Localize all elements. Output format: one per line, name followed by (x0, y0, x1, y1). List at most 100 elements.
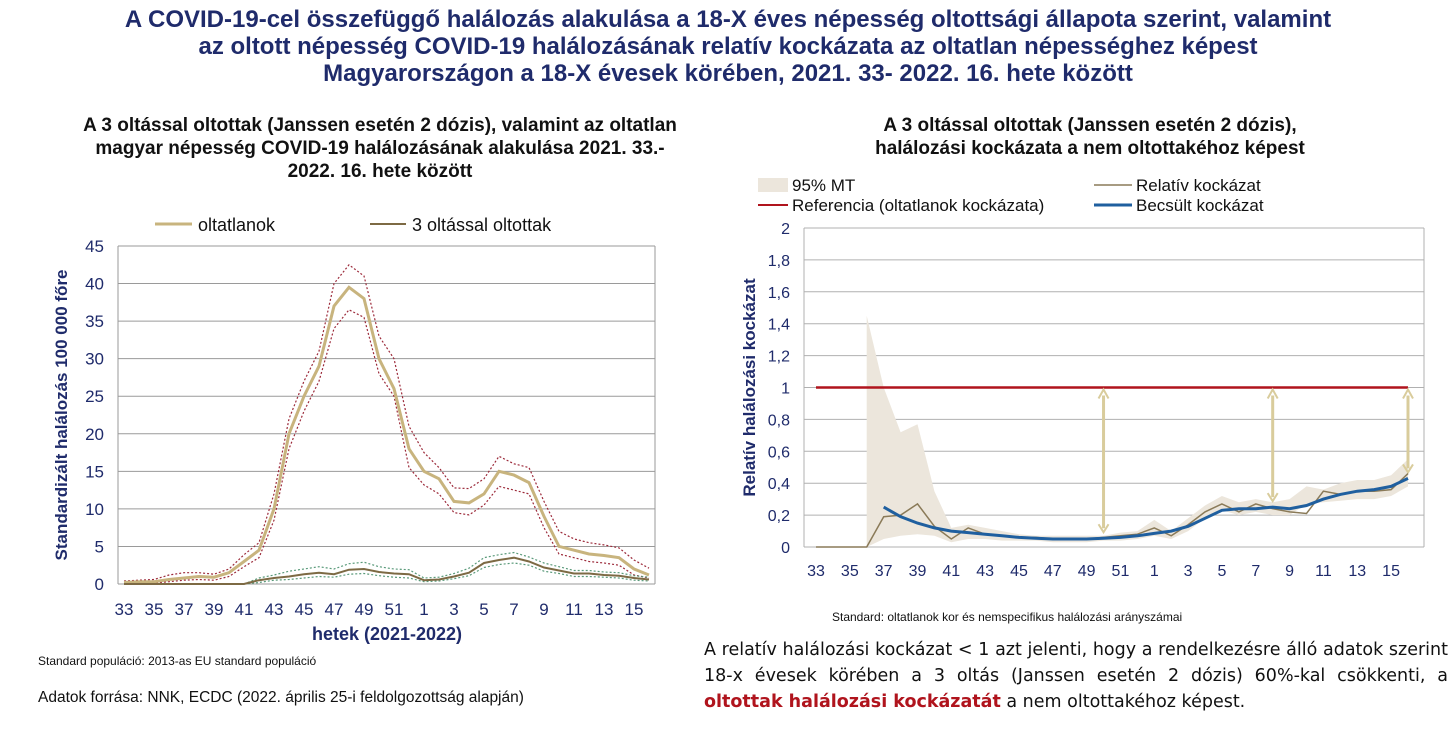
arrow-head-up (1097, 387, 1110, 399)
legend-label-relative: Relatív kockázat (1136, 176, 1261, 195)
legend-label-estimated: Becsült kockázat (1136, 196, 1264, 215)
x-tick-label: 9 (539, 600, 548, 619)
x-tick-label: 3 (449, 600, 458, 619)
title-line-2: az oltott népesség COVID-19 halálozásána… (198, 33, 1258, 60)
x-tick-label: 41 (235, 600, 254, 619)
y-tick-label: 25 (85, 387, 104, 406)
y-tick-label: 0,6 (768, 444, 790, 461)
x-tick-label: 1 (1150, 563, 1159, 580)
x-tick-label: 11 (565, 600, 583, 619)
legend-label-vaccinated: 3 oltással oltottak (412, 215, 552, 235)
y-tick-label: 1 (781, 381, 790, 398)
unvaccinated-line (123, 285, 650, 584)
x-tick-label: 45 (1010, 563, 1028, 580)
arrow-head-down (1097, 523, 1110, 535)
left-subtitle-line-2: magyar népesség COVID-19 halálozásának a… (95, 138, 665, 159)
title-line-3: Magyarországon a 18-X évesek körében, 20… (323, 60, 1133, 87)
x-tick-label: 15 (1382, 563, 1400, 580)
ci-band (866, 315, 1408, 547)
x-axis-title: hetek (2021-2022) (312, 624, 462, 644)
x-axis-title: hetek (2021-2022) (1024, 585, 1166, 588)
x-tick-label: 49 (355, 600, 374, 619)
y-tick-label: 0 (781, 540, 790, 557)
y-axis-title: Relatív halálozási kockázat (740, 278, 759, 497)
x-tick-label: 7 (1251, 563, 1260, 580)
x-tick-label: 35 (145, 600, 164, 619)
left-chart-subtitle: A 3 oltással oltottak (Janssen esetén 2 … (10, 114, 750, 183)
y-tick-label: 20 (85, 425, 104, 444)
arrow-head-down (1402, 463, 1414, 475)
x-tick-label: 47 (325, 600, 344, 619)
unvaccinated-ci-lower (123, 309, 650, 584)
x-tick-label: 7 (509, 600, 518, 619)
x-tick-label: 33 (807, 563, 825, 580)
explanation-highlight: oltottak halálozási kockázatát (704, 692, 1001, 712)
x-tick-label: 5 (1217, 563, 1226, 580)
standard-rates-note: Standard: oltatlanok kor és nemspecifiku… (832, 610, 1183, 624)
x-tick-label: 3 (1184, 563, 1193, 580)
y-tick-label: 40 (85, 275, 104, 294)
y-tick-label: 5 (95, 537, 104, 556)
y-tick-label: 45 (85, 237, 104, 256)
y-axis-title: Standardizált halálozás 100 000 főre (52, 269, 71, 560)
unvaccinated-ci-upper (123, 263, 650, 582)
left-subtitle-line-1: A 3 oltással oltottak (Janssen esetén 2 … (83, 115, 677, 136)
right-subtitle-line-2: halálozási kockázata a nem oltottakéhoz … (875, 138, 1305, 159)
x-tick-label: 51 (1112, 563, 1130, 580)
legend-label-unvaccinated: oltatlanok (198, 215, 276, 235)
legend-label-ci: 95% MT (792, 176, 855, 195)
vaccinated-line (124, 556, 650, 585)
x-tick-label: 47 (1044, 563, 1062, 580)
x-tick-label: 1 (419, 600, 428, 619)
x-tick-label: 51 (385, 600, 404, 619)
standard-population-note: Standard populáció: 2013-as EU standard … (38, 654, 317, 668)
arrow-head-down (1266, 492, 1279, 504)
y-tick-label: 1,8 (768, 253, 790, 270)
arrow-head-up (1266, 387, 1279, 399)
y-tick-label: 10 (85, 500, 104, 519)
title-line-1: A COVID-19-cel összefüggő halálozás alak… (124, 6, 1332, 33)
x-tick-label: 49 (1078, 563, 1096, 580)
legend-label-reference: Referencia (oltatlanok kockázata) (792, 196, 1044, 215)
y-tick-label: 1,2 (768, 349, 790, 366)
x-tick-label: 13 (1348, 563, 1366, 580)
x-tick-label: 43 (265, 600, 284, 619)
y-tick-label: 2 (781, 221, 790, 238)
y-tick-label: 30 (85, 350, 104, 369)
y-tick-label: 0 (95, 575, 104, 594)
right-relative-risk-chart: 95% MT Relatív kockázat Referencia (oltatl… (740, 176, 1425, 588)
y-tick-label: 0,8 (768, 412, 790, 429)
y-tick-label: 1,4 (768, 317, 790, 334)
x-tick-label: 5 (479, 600, 488, 619)
x-tick-label: 9 (1285, 563, 1294, 580)
left-death-rate-chart: oltatlanok 3 oltással oltottak05101520253… (52, 215, 656, 644)
arrow-head-up (1402, 387, 1414, 399)
left-subtitle-line-3: 2022. 16. hete között (287, 161, 473, 182)
y-tick-label: 1,6 (768, 285, 790, 302)
right-chart-subtitle: A 3 oltással oltottak (Janssen esetén 2 … (740, 114, 1440, 160)
x-tick-label: 41 (942, 563, 960, 580)
x-tick-label: 37 (875, 563, 893, 580)
y-tick-label: 35 (85, 312, 104, 331)
y-tick-label: 15 (85, 462, 104, 481)
explanation-text: A relatív halálozási kockázat < 1 azt je… (704, 637, 1448, 715)
y-tick-label: 0,2 (768, 508, 790, 525)
x-tick-label: 43 (976, 563, 994, 580)
x-tick-label: 35 (841, 563, 859, 580)
y-tick-label: 0,4 (768, 476, 790, 493)
data-source-note: Adatok forrása: NNK, ECDC (2022. április… (38, 689, 524, 706)
x-tick-label: 11 (1315, 563, 1332, 580)
right-subtitle-line-1: A 3 oltással oltottak (Janssen esetén 2 … (883, 115, 1297, 136)
x-tick-label: 33 (115, 600, 134, 619)
main-title: A COVID-19-cel összefüggő halálozás alak… (0, 6, 1456, 87)
explanation-pre: A relatív halálozási kockázat < 1 azt je… (704, 640, 1448, 686)
explanation-post: a nem oltottakéhoz képest. (1000, 692, 1246, 712)
legend-swatch-ci (758, 178, 788, 192)
x-tick-label: 37 (175, 600, 194, 619)
x-tick-label: 13 (595, 600, 614, 619)
estimated-risk-line (882, 477, 1409, 541)
x-tick-label: 39 (205, 600, 224, 619)
x-tick-label: 39 (909, 563, 927, 580)
x-tick-label: 45 (295, 600, 314, 619)
x-tick-label: 15 (625, 600, 644, 619)
